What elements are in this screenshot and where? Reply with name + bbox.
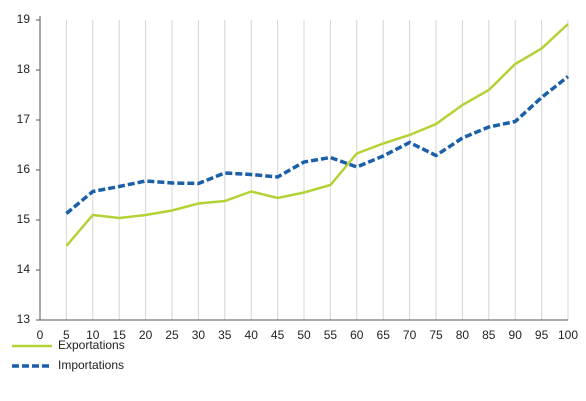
series-line (65, 23, 569, 247)
x-tick-label: 45 (271, 328, 285, 342)
x-tick-label: 10 (86, 328, 100, 342)
legend-label: Exportations (58, 338, 125, 352)
x-tick-label: 100 (558, 328, 578, 342)
x-tick-label: 55 (324, 328, 338, 342)
x-tick-label: 20 (139, 328, 153, 342)
y-tick-label: 16 (17, 162, 31, 176)
y-tick-label: 15 (17, 212, 31, 226)
x-tick-label: 80 (456, 328, 470, 342)
x-tick-label: 0 (37, 328, 44, 342)
x-tick-label: 5 (63, 328, 70, 342)
series-line (65, 75, 570, 215)
x-tick-label: 50 (297, 328, 311, 342)
legend-label: Importations (58, 358, 124, 372)
y-tick-label: 13 (17, 312, 31, 326)
x-tick-label: 95 (535, 328, 549, 342)
x-tick-label: 60 (350, 328, 364, 342)
x-tick-label: 75 (429, 328, 443, 342)
x-tick-label: 25 (165, 328, 179, 342)
x-tick-label: 40 (245, 328, 259, 342)
y-tick-label: 17 (17, 112, 31, 126)
y-tick-label: 18 (17, 62, 31, 76)
x-tick-label: 15 (113, 328, 127, 342)
x-tick-label: 65 (377, 328, 391, 342)
x-tick-label: 70 (403, 328, 417, 342)
x-tick-label: 35 (218, 328, 232, 342)
x-tick-label: 30 (192, 328, 206, 342)
y-tick-label: 19 (17, 12, 31, 26)
x-tick-label: 85 (482, 328, 496, 342)
y-tick-label: 14 (17, 262, 31, 276)
x-tick-label: 90 (509, 328, 523, 342)
